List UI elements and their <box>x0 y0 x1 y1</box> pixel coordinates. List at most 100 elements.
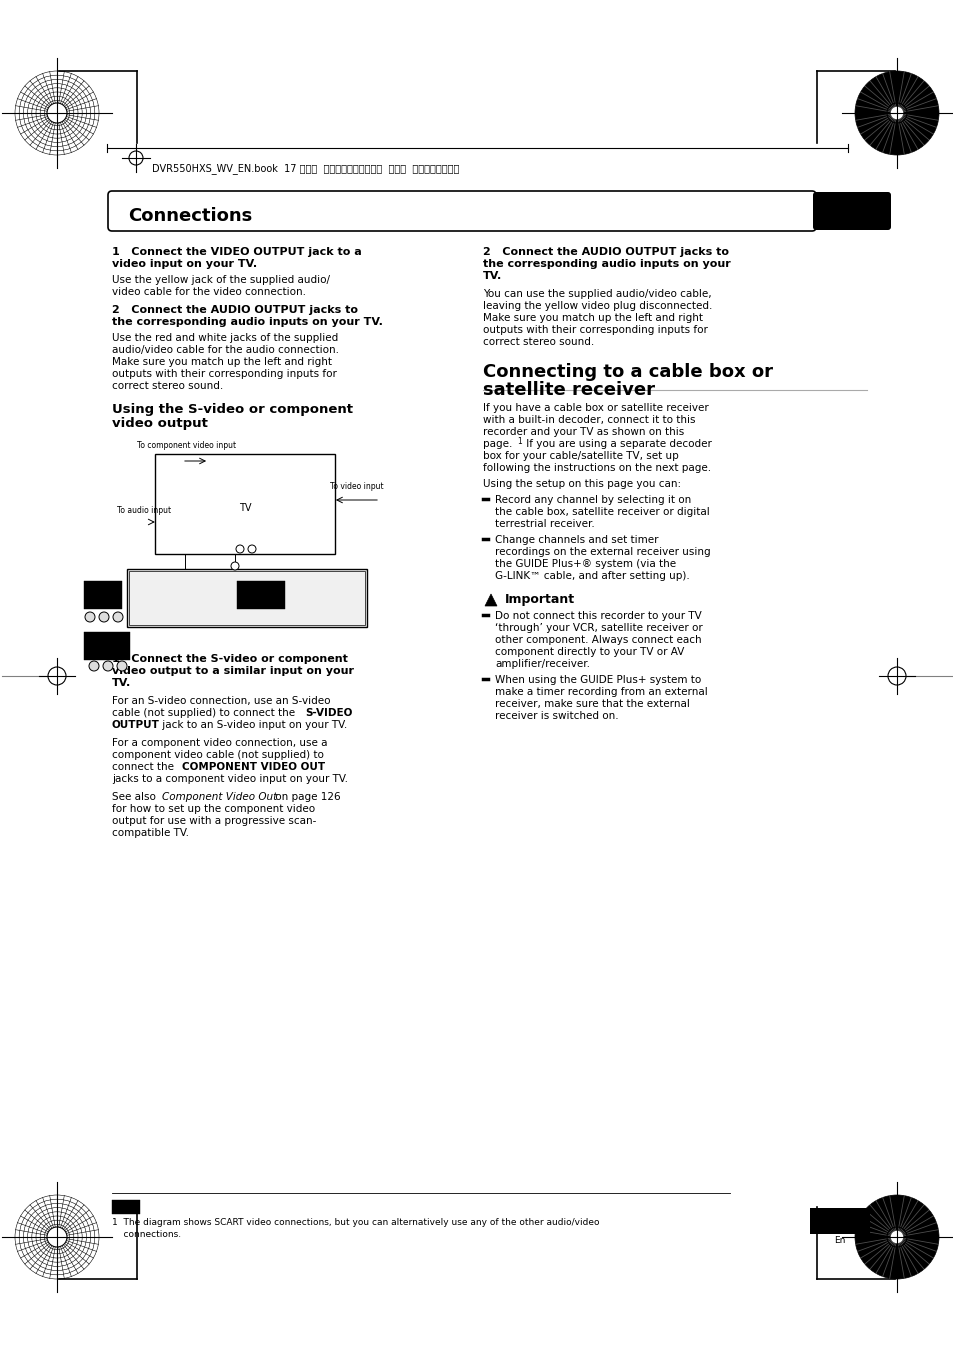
Text: Important: Important <box>504 593 575 607</box>
Circle shape <box>890 107 902 119</box>
Text: component video cable (not supplied) to: component video cable (not supplied) to <box>112 750 323 761</box>
Text: Connections: Connections <box>128 207 252 226</box>
Text: G-LINK™ cable, and after setting up).: G-LINK™ cable, and after setting up). <box>495 571 689 581</box>
Polygon shape <box>484 594 497 607</box>
Text: connect the: connect the <box>112 762 177 771</box>
Text: video input on your TV.: video input on your TV. <box>112 259 257 269</box>
Text: connections.: connections. <box>112 1229 181 1239</box>
Text: outputs with their corresponding inputs for: outputs with their corresponding inputs … <box>482 326 707 335</box>
Text: jacks to a component video input on your TV.: jacks to a component video input on your… <box>112 774 348 784</box>
Text: the corresponding audio inputs on your: the corresponding audio inputs on your <box>482 259 730 269</box>
Text: audio/video cable for the audio connection.: audio/video cable for the audio connecti… <box>112 345 338 355</box>
Text: jack to an S-video input on your TV.: jack to an S-video input on your TV. <box>159 720 347 730</box>
Text: 1  The diagram shows SCART video connections, but you can alternatively use any : 1 The diagram shows SCART video connecti… <box>112 1219 598 1227</box>
Text: the corresponding audio inputs on your TV.: the corresponding audio inputs on your T… <box>112 317 382 327</box>
Text: When using the GUIDE Plus+ system to: When using the GUIDE Plus+ system to <box>495 676 700 685</box>
Text: for how to set up the component video: for how to set up the component video <box>112 804 314 815</box>
Text: Make sure you match up the left and right: Make sure you match up the left and righ… <box>482 313 702 323</box>
Text: receiver is switched on.: receiver is switched on. <box>495 711 618 721</box>
Circle shape <box>890 1231 902 1243</box>
Bar <box>809 1208 869 1233</box>
Text: Using the setup on this page you can:: Using the setup on this page you can: <box>482 480 680 489</box>
Text: OUTPUT: OUTPUT <box>239 596 267 601</box>
Bar <box>84 581 122 609</box>
Text: See also: See also <box>112 792 159 802</box>
Text: If you are using a separate decoder: If you are using a separate decoder <box>522 439 711 449</box>
Text: recorder and your TV as shown on this: recorder and your TV as shown on this <box>482 427 683 436</box>
Text: AUDIO: AUDIO <box>86 586 109 592</box>
Circle shape <box>854 72 938 155</box>
Text: 02: 02 <box>838 207 864 226</box>
Circle shape <box>117 661 127 671</box>
Text: with a built-in decoder, connect it to this: with a built-in decoder, connect it to t… <box>482 415 695 426</box>
Text: Change channels and set timer: Change channels and set timer <box>495 535 658 544</box>
Text: correct stereo sound.: correct stereo sound. <box>482 336 594 347</box>
Text: output for use with a progressive scan-: output for use with a progressive scan- <box>112 816 316 825</box>
Text: 1: 1 <box>517 436 521 446</box>
Circle shape <box>89 661 99 671</box>
Text: 2   Connect the AUDIO OUTPUT jacks to: 2 Connect the AUDIO OUTPUT jacks to <box>482 247 728 257</box>
Text: OUTPUT: OUTPUT <box>86 596 114 601</box>
Text: compatible TV.: compatible TV. <box>112 828 189 838</box>
Text: 1   Connect the S-video or component: 1 Connect the S-video or component <box>112 654 348 663</box>
Text: ‘through’ your VCR, satellite receiver or: ‘through’ your VCR, satellite receiver o… <box>495 623 702 634</box>
Text: To component video input: To component video input <box>137 440 236 450</box>
Text: video output: video output <box>112 417 208 430</box>
Circle shape <box>231 562 239 570</box>
Text: 1   Connect the VIDEO OUTPUT jack to a: 1 Connect the VIDEO OUTPUT jack to a <box>112 247 361 257</box>
Text: leaving the yellow video plug disconnected.: leaving the yellow video plug disconnect… <box>482 301 712 311</box>
Text: video cable for the video connection.: video cable for the video connection. <box>112 286 306 297</box>
Text: DVR550HXS_WV_EN.book  17 ページ  ２００７年３月３０日  金曜日  午前１０時４８分: DVR550HXS_WV_EN.book 17 ページ ２００７年３月３０日 金… <box>152 163 459 174</box>
Bar <box>84 632 130 661</box>
Text: outputs with their corresponding inputs for: outputs with their corresponding inputs … <box>112 369 336 380</box>
Text: the cable box, satellite receiver or digital: the cable box, satellite receiver or dig… <box>495 507 709 517</box>
Bar <box>236 581 285 609</box>
Text: Use the yellow jack of the supplied audio/: Use the yellow jack of the supplied audi… <box>112 276 330 285</box>
Bar <box>129 571 365 626</box>
Text: Using the S-video or component: Using the S-video or component <box>112 403 353 416</box>
Text: S-VIDEO: S-VIDEO <box>239 586 268 592</box>
Text: correct stereo sound.: correct stereo sound. <box>112 381 223 390</box>
Bar <box>112 1200 140 1215</box>
Text: satellite receiver: satellite receiver <box>482 381 655 399</box>
FancyBboxPatch shape <box>812 192 890 230</box>
Text: S-VIDEO: S-VIDEO <box>305 708 352 717</box>
Text: To audio input: To audio input <box>117 507 171 515</box>
Text: VIDEO OUT: VIDEO OUT <box>86 646 120 651</box>
Text: TV.: TV. <box>482 272 501 281</box>
Text: on page 126: on page 126 <box>272 792 340 802</box>
Circle shape <box>103 661 112 671</box>
Text: OUTPUT: OUTPUT <box>112 720 160 730</box>
Text: amplifier/receiver.: amplifier/receiver. <box>495 659 589 669</box>
Text: terrestrial receiver.: terrestrial receiver. <box>495 519 594 530</box>
Text: For an S-video connection, use an S-video: For an S-video connection, use an S-vide… <box>112 696 330 707</box>
Text: Connecting to a cable box or: Connecting to a cable box or <box>482 363 772 381</box>
Text: Use the red and white jacks of the supplied: Use the red and white jacks of the suppl… <box>112 332 338 343</box>
Text: TV.: TV. <box>112 678 132 688</box>
Text: box for your cable/satellite TV, set up: box for your cable/satellite TV, set up <box>482 451 678 461</box>
Text: cable (not supplied) to connect the: cable (not supplied) to connect the <box>112 708 298 717</box>
Text: other component. Always connect each: other component. Always connect each <box>495 635 700 644</box>
Text: 2   Connect the AUDIO OUTPUT jacks to: 2 Connect the AUDIO OUTPUT jacks to <box>112 305 357 315</box>
Text: following the instructions on the next page.: following the instructions on the next p… <box>482 463 710 473</box>
Text: Component Video Out: Component Video Out <box>162 792 277 802</box>
Text: En: En <box>834 1236 844 1246</box>
Text: component directly to your TV or AV: component directly to your TV or AV <box>495 647 683 657</box>
Text: receiver, make sure that the external: receiver, make sure that the external <box>495 698 689 709</box>
Text: If you have a cable box or satellite receiver: If you have a cable box or satellite rec… <box>482 403 708 413</box>
Text: COMPONENT: COMPONENT <box>86 638 126 642</box>
Text: the GUIDE Plus+® system (via the: the GUIDE Plus+® system (via the <box>495 559 676 569</box>
Text: To video input: To video input <box>330 482 383 490</box>
Circle shape <box>112 612 123 621</box>
Text: make a timer recording from an external: make a timer recording from an external <box>495 688 707 697</box>
Text: For a component video connection, use a: For a component video connection, use a <box>112 738 327 748</box>
Text: video output to a similar input on your: video output to a similar input on your <box>112 666 354 676</box>
FancyBboxPatch shape <box>108 190 815 231</box>
Text: You can use the supplied audio/video cable,: You can use the supplied audio/video cab… <box>482 289 711 299</box>
Bar <box>154 454 335 554</box>
Bar <box>127 569 367 627</box>
Text: COMPONENT VIDEO OUT: COMPONENT VIDEO OUT <box>182 762 325 771</box>
Text: page.: page. <box>482 439 512 449</box>
Text: recordings on the external receiver using: recordings on the external receiver usin… <box>495 547 710 557</box>
Text: TV: TV <box>238 503 251 513</box>
